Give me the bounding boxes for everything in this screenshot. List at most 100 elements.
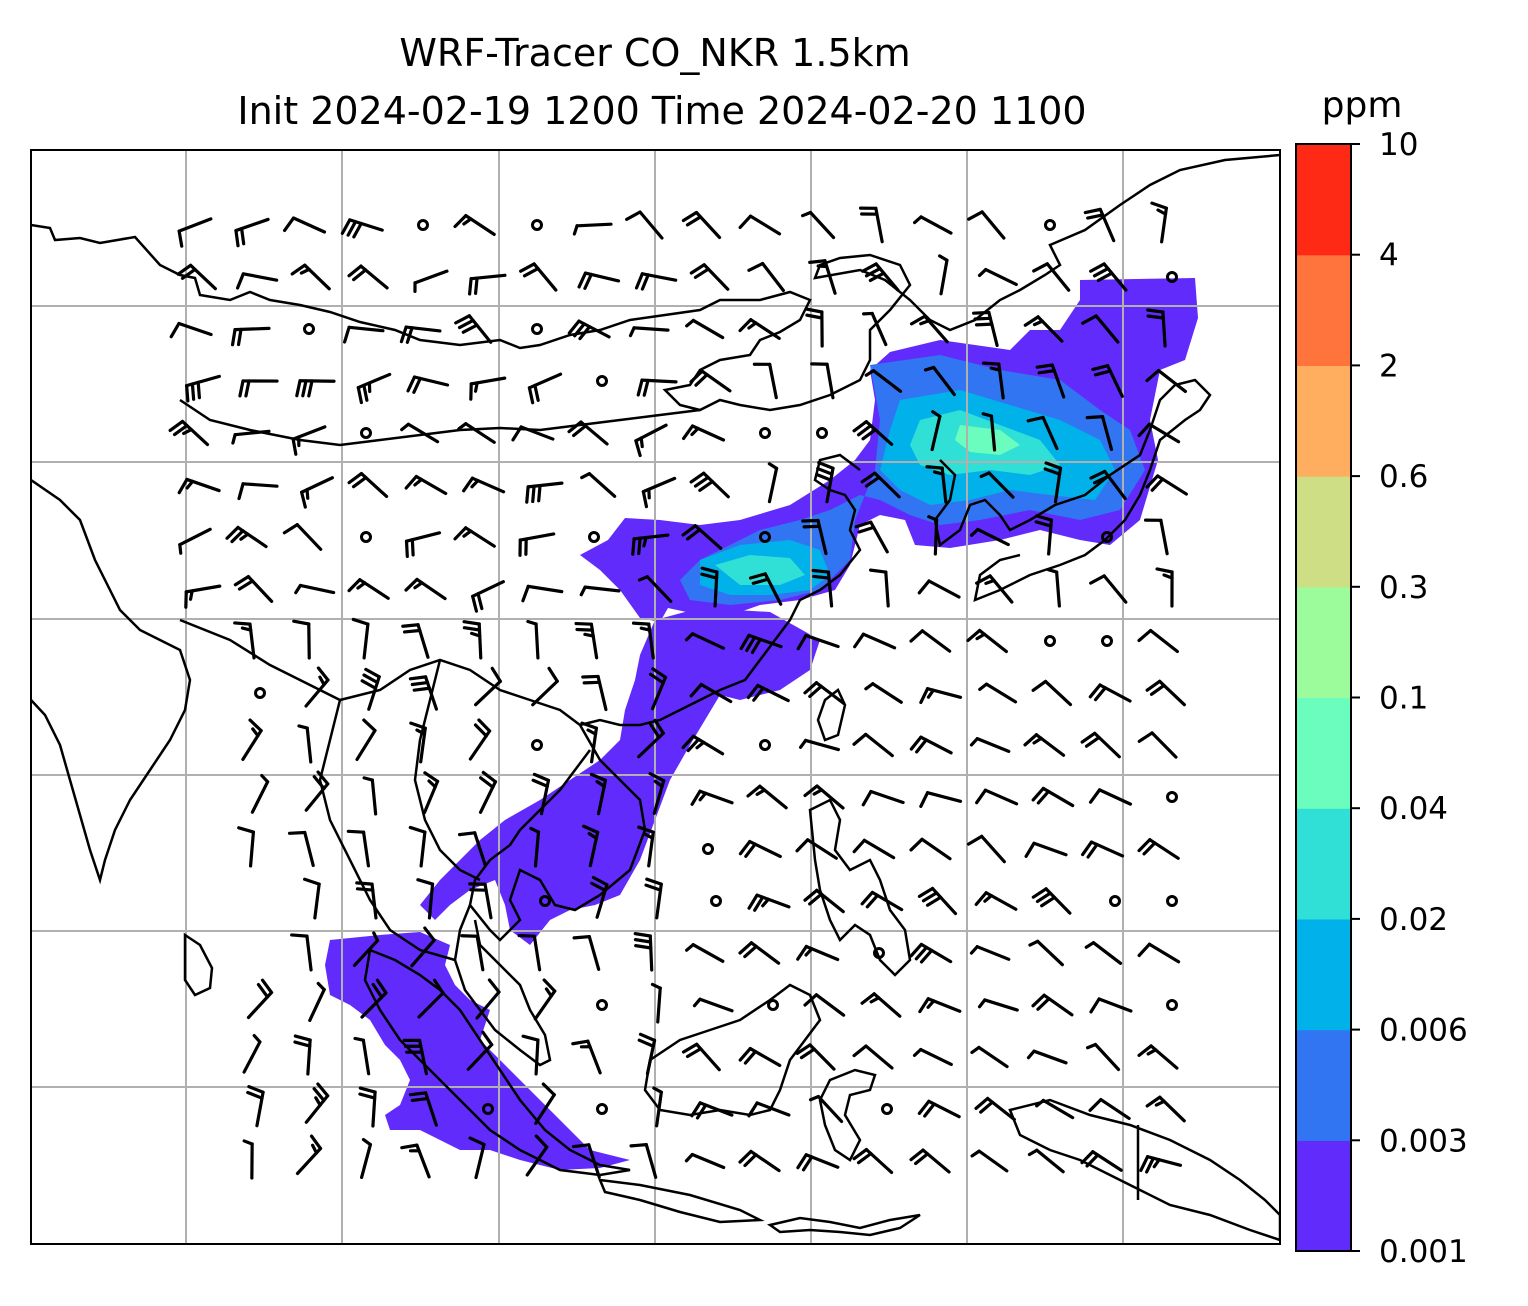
wind-barb	[408, 675, 439, 711]
wind-barb	[637, 718, 665, 759]
wind-barb	[641, 476, 677, 509]
wind-barb	[909, 942, 953, 964]
wind-barb	[457, 831, 487, 867]
coast-philippines	[808, 798, 912, 977]
wind-barb	[402, 1038, 429, 1076]
colorbar-tick-label: 0.04	[1379, 791, 1448, 827]
wind-barb	[1089, 469, 1127, 501]
wind-barb	[347, 471, 389, 499]
wind-barb	[919, 791, 963, 808]
wind-barb	[1043, 461, 1063, 504]
wind-barb	[168, 419, 210, 447]
wind-barb	[808, 1094, 844, 1124]
wind-barb	[1145, 368, 1188, 394]
wind-barb	[1091, 364, 1124, 398]
wind-barb	[796, 1153, 840, 1172]
wind-barb	[571, 1039, 602, 1075]
wind-barb	[864, 682, 903, 704]
calm-wind-marker	[1166, 999, 1178, 1011]
wind-barb	[468, 1136, 486, 1180]
wind-barb	[803, 784, 845, 810]
wind-barb	[404, 474, 448, 496]
plume-south-china-vietnam	[420, 608, 820, 945]
wind-barb	[293, 1034, 312, 1076]
wind-barb	[738, 839, 782, 859]
wind-barb	[177, 477, 221, 495]
coast-sri-lanka	[183, 932, 214, 997]
wind-barb	[1085, 1042, 1121, 1072]
wind-barb	[1032, 262, 1071, 292]
wind-barb	[1137, 628, 1179, 654]
calm-wind-marker	[531, 219, 543, 231]
wind-barb	[469, 376, 507, 401]
calm-wind-marker	[759, 531, 771, 543]
wind-barb	[590, 875, 609, 919]
colorbar-segment	[1296, 808, 1351, 920]
calm-wind-marker	[531, 323, 543, 335]
wind-barb	[1028, 939, 1064, 967]
wind-barb	[1031, 887, 1072, 915]
wind-barb	[681, 734, 725, 756]
wind-barb	[634, 423, 668, 458]
wind-barb	[909, 629, 952, 653]
wind-barb	[1089, 262, 1128, 292]
wind-barb	[625, 210, 664, 240]
calm-wind-marker	[1109, 895, 1121, 907]
calm-wind-marker	[702, 843, 714, 855]
wind-barb	[795, 838, 838, 860]
wind-barb	[237, 826, 256, 868]
wind-barb	[242, 1139, 254, 1180]
colorbar-segment	[1296, 365, 1351, 477]
calm-wind-marker	[360, 531, 372, 543]
calm-wind-marker	[254, 687, 266, 699]
calm-wind-marker	[588, 531, 600, 543]
wind-barb	[860, 992, 902, 1018]
wind-barb	[853, 632, 897, 650]
wind-barb	[474, 666, 502, 707]
wind-barb	[917, 1099, 961, 1119]
wind-barb	[362, 776, 378, 816]
wind-barb	[589, 772, 608, 816]
wind-barb	[355, 881, 378, 920]
wind-barb	[246, 978, 274, 1020]
plume-core-band-3	[715, 410, 1060, 585]
coast-vietnam	[468, 724, 647, 942]
wind-barb	[304, 770, 330, 812]
colorbar-segment	[1296, 1140, 1351, 1252]
wind-barb	[746, 784, 788, 810]
wind-barb	[1035, 1098, 1075, 1120]
wind-barb	[531, 772, 551, 816]
wind-barb	[634, 272, 678, 291]
wind-barb	[912, 1047, 953, 1067]
calm-wind-marker	[816, 427, 828, 439]
wind-barb	[795, 1043, 836, 1071]
coast-borneo	[643, 983, 822, 1117]
wind-barb	[1089, 997, 1133, 1014]
wind-barb	[1146, 308, 1167, 348]
wind-barb	[747, 1101, 791, 1118]
wind-barb	[1137, 422, 1181, 444]
wind-barb	[748, 572, 783, 606]
wind-barb	[970, 1149, 1009, 1173]
wind-barb	[184, 584, 222, 609]
wind-barb	[304, 666, 330, 708]
wind-barb	[747, 261, 785, 293]
coast-java	[598, 1178, 765, 1224]
wind-barb	[460, 934, 485, 972]
wind-barb	[852, 420, 894, 446]
wind-barb	[803, 993, 846, 1017]
wind-barb	[1137, 942, 1181, 964]
calm-wind-marker	[1044, 219, 1056, 231]
wind-barb	[796, 944, 840, 962]
wind-barb	[919, 687, 963, 705]
wind-barb	[527, 372, 563, 405]
colorbar-segment	[1296, 918, 1351, 1031]
wind-barb	[689, 369, 732, 393]
wind-barb	[282, 523, 323, 551]
wind-barb	[1046, 568, 1061, 608]
wind-barb	[355, 718, 377, 762]
wind-barb	[810, 362, 835, 400]
wind-barb	[923, 365, 956, 397]
wind-barb	[291, 425, 327, 456]
